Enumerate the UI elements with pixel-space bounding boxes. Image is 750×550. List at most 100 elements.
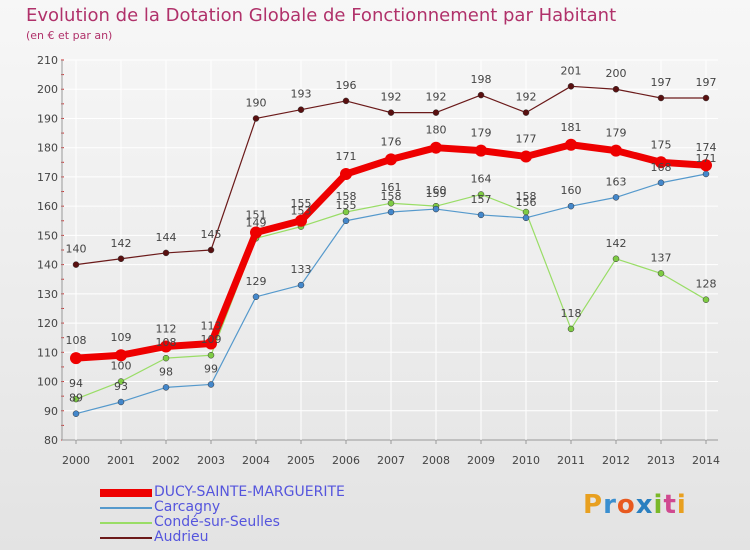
- data-label: 161: [381, 181, 402, 194]
- data-point: [567, 202, 575, 210]
- data-label: 177: [516, 132, 537, 145]
- data-point: [657, 179, 665, 187]
- logo-letter: P: [583, 490, 604, 520]
- data-point: [702, 296, 710, 303]
- data-label: 168: [651, 161, 672, 174]
- data-label: 193: [291, 88, 312, 101]
- data-point: [297, 281, 305, 289]
- data-label: 98: [159, 365, 173, 378]
- chart-title: Evolution de la Dotation Globale de Fonc…: [26, 5, 617, 26]
- x-tick-label: 2003: [197, 454, 225, 467]
- y-tick-label: 100: [37, 376, 58, 389]
- legend-label: DUCY-SAINTE-MARGUERITE: [154, 484, 345, 500]
- data-point: [657, 94, 665, 102]
- data-label: 160: [561, 184, 582, 197]
- data-point: [475, 144, 487, 157]
- series-ducy-sainte-marguerite: [70, 138, 712, 365]
- x-tick-label: 2010: [512, 454, 540, 467]
- data-label: 179: [471, 127, 492, 140]
- data-label: 142: [111, 237, 132, 250]
- x-tick-label: 2012: [602, 454, 630, 467]
- data-label: 93: [114, 380, 128, 393]
- x-tick-label: 2013: [647, 454, 675, 467]
- data-label: 137: [651, 251, 672, 264]
- data-point: [162, 354, 170, 362]
- data-label: 158: [336, 190, 357, 203]
- y-tick-label: 210: [37, 54, 58, 67]
- data-point: [702, 170, 710, 178]
- y-tick-label: 120: [37, 317, 58, 330]
- data-point: [72, 261, 80, 268]
- series-audrieu: [72, 83, 710, 268]
- data-point: [252, 115, 260, 122]
- data-point: [205, 337, 217, 350]
- data-label: 100: [111, 360, 132, 373]
- x-tick-label: 2005: [287, 454, 315, 467]
- logo-letter: r: [603, 490, 617, 520]
- x-tick-label: 2000: [62, 454, 90, 467]
- legend-swatch: [100, 521, 152, 524]
- data-label: 142: [606, 237, 627, 250]
- data-point: [522, 208, 530, 216]
- data-label: 113: [201, 320, 222, 333]
- data-label: 163: [606, 175, 627, 188]
- data-point: [477, 191, 485, 198]
- data-point: [207, 246, 215, 254]
- data-label: 171: [336, 150, 357, 163]
- data-point: [657, 270, 665, 277]
- data-label: 175: [651, 138, 672, 151]
- data-point: [700, 159, 712, 172]
- data-label: 108: [156, 336, 177, 349]
- data-point: [342, 97, 350, 105]
- data-label: 108: [66, 334, 87, 347]
- data-label: 109: [111, 331, 132, 344]
- data-label: 99: [204, 362, 218, 375]
- data-point: [72, 395, 80, 403]
- proxiti-logo: Proxiti: [583, 490, 687, 520]
- series-carcagny: [72, 170, 710, 417]
- data-label: 198: [471, 73, 492, 86]
- data-label: 94: [69, 377, 83, 390]
- legend-label: Audrieu: [154, 529, 209, 545]
- logo-letter: t: [663, 490, 677, 520]
- x-tick-label: 2007: [377, 454, 405, 467]
- y-tick-label: 150: [37, 229, 58, 242]
- data-label: 176: [381, 135, 402, 148]
- y-tick-label: 190: [37, 112, 58, 125]
- data-point: [612, 255, 620, 263]
- data-label: 192: [426, 91, 447, 104]
- data-point: [207, 381, 215, 388]
- legend-label: Carcagny: [154, 499, 221, 515]
- data-point: [565, 138, 577, 151]
- data-point: [612, 194, 620, 201]
- data-label: 89: [69, 392, 83, 405]
- data-label: 201: [561, 64, 582, 77]
- data-point: [477, 91, 485, 99]
- legend-label: Condé-sur-Seulles: [154, 514, 280, 530]
- data-label: 156: [516, 196, 537, 209]
- data-label: 151: [246, 208, 267, 221]
- x-tick-label: 2006: [332, 454, 360, 467]
- data-label: 192: [381, 91, 402, 104]
- data-label: 192: [516, 91, 537, 104]
- data-label: 140: [66, 243, 87, 256]
- logo-letter: o: [616, 490, 636, 520]
- data-label: 129: [246, 275, 267, 288]
- data-label: 112: [156, 322, 177, 335]
- data-label: 200: [606, 67, 627, 80]
- data-point: [522, 214, 530, 222]
- data-label: 128: [696, 278, 717, 291]
- x-tick-label: 2014: [692, 454, 720, 467]
- data-label: 153: [291, 205, 312, 218]
- data-point: [342, 217, 350, 225]
- data-point: [702, 94, 710, 102]
- data-label: 160: [426, 184, 447, 197]
- data-label: 133: [291, 263, 312, 276]
- data-point: [610, 144, 622, 157]
- data-point: [117, 255, 125, 263]
- logo-letter: i: [653, 490, 664, 520]
- x-tick-label: 2008: [422, 454, 450, 467]
- data-point: [115, 349, 127, 362]
